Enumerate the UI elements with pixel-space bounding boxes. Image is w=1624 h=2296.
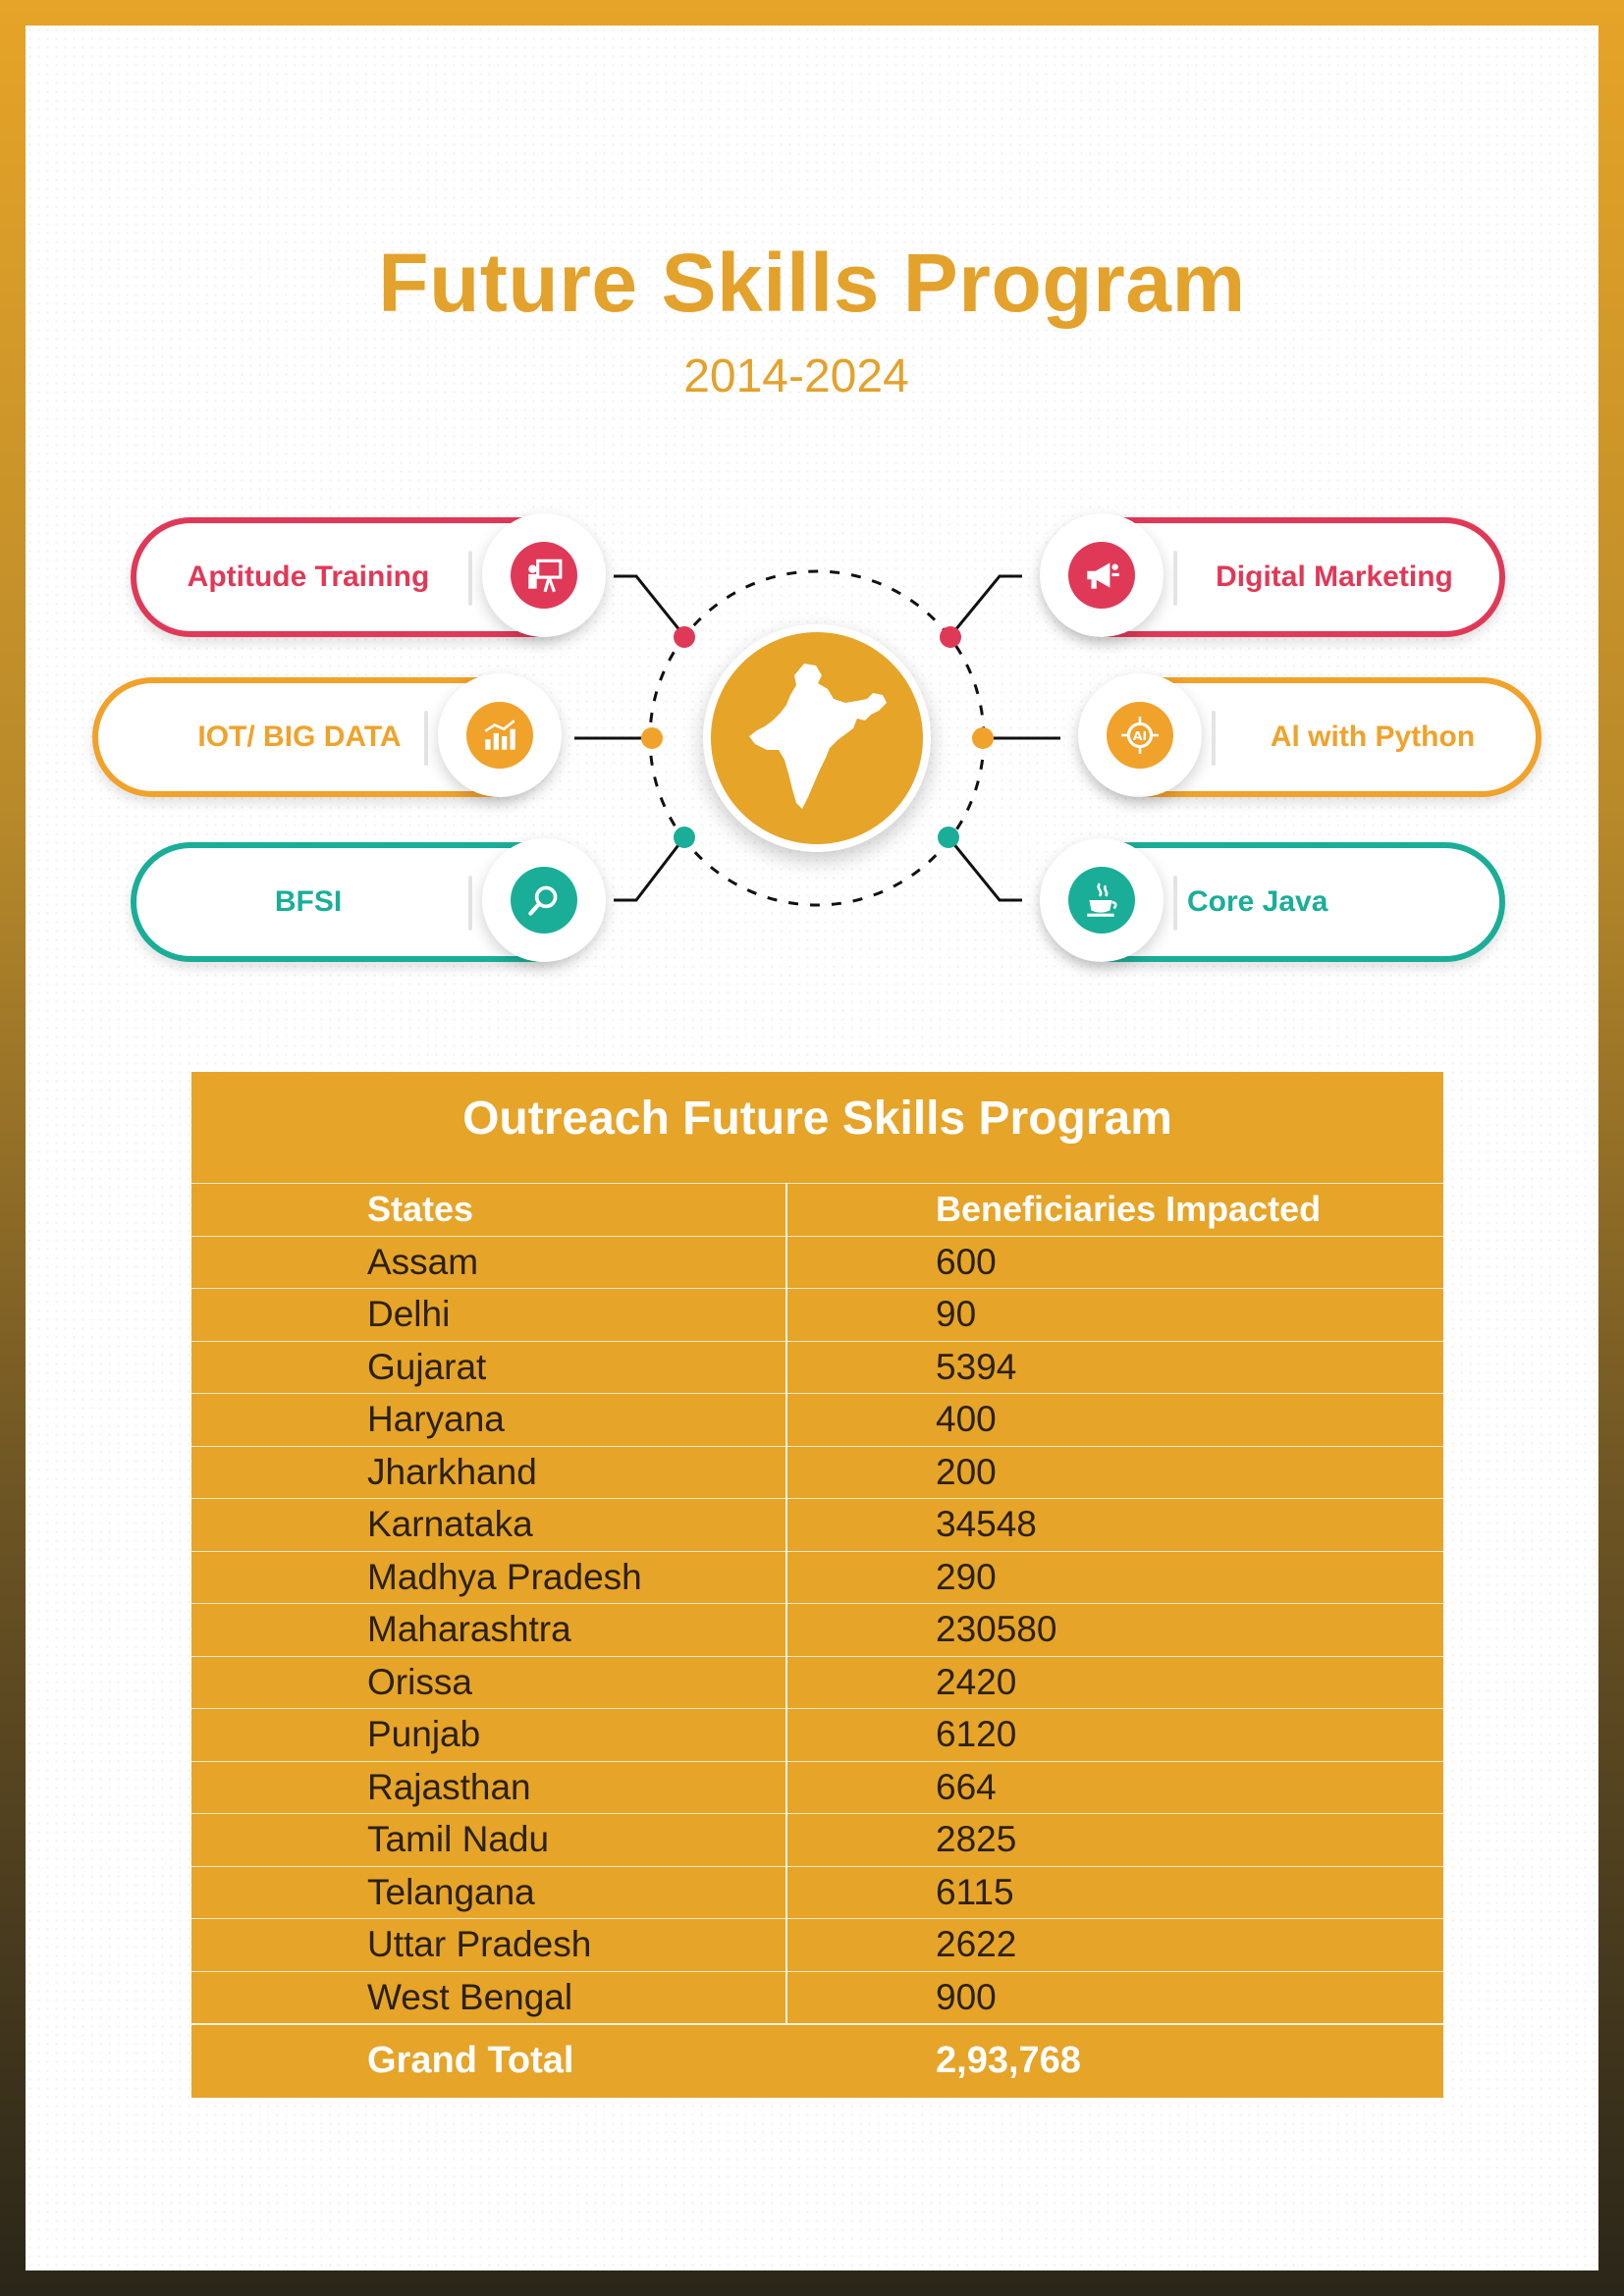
value-cell: 230580 [936, 1609, 1057, 1649]
program-pill-iot-big-data: IOT/ BIG DATA [92, 673, 562, 797]
header-states: States [367, 1189, 474, 1229]
state-cell: West Bengal [367, 1976, 573, 2017]
state-cell: Delhi [367, 1294, 451, 1334]
state-cell: Telangana [367, 1871, 535, 1912]
program-badge: AI [1078, 673, 1202, 797]
table-row: Rajasthan 664 [191, 1760, 1443, 1814]
state-cell: Gujarat [367, 1346, 487, 1387]
value-cell: 90 [936, 1294, 977, 1334]
program-pill-bfsi: BFSI [131, 838, 606, 962]
center-map-circle [703, 624, 931, 852]
value-cell: 664 [936, 1766, 997, 1807]
value-cell: 290 [936, 1556, 997, 1597]
program-badge [1040, 838, 1164, 962]
table-header-row: States Beneficiaries Impacted [191, 1183, 1443, 1236]
state-cell: Rajasthan [367, 1766, 531, 1807]
program-badge [482, 838, 606, 962]
value-cell: 2622 [936, 1924, 1017, 1964]
value-cell: 2420 [936, 1661, 1017, 1702]
program-pill-core-java: Core Java [1040, 838, 1505, 962]
ai-chip-icon: AI [1107, 702, 1173, 769]
connector-dot [641, 727, 663, 749]
program-label: Al with Python [1270, 721, 1476, 753]
connector-dot [972, 727, 994, 749]
state-cell: Uttar Pradesh [367, 1924, 592, 1964]
table-row: Punjab 6120 [191, 1708, 1443, 1761]
table-row: Telangana 6115 [191, 1865, 1443, 1919]
state-cell: Assam [367, 1241, 479, 1282]
value-cell: 5394 [936, 1346, 1017, 1387]
diagram-connectors [574, 569, 1060, 907]
table-total-row: Grand Total 2,93,768 [191, 2023, 1443, 2098]
program-badge [1040, 513, 1164, 637]
connector-dot [674, 626, 695, 648]
program-pill-aptitude-training: Aptitude Training [131, 513, 606, 637]
program-label: Aptitude Training [187, 561, 430, 593]
table-row: Maharashtra 230580 [191, 1603, 1443, 1656]
program-pill-ai-with-python: AI Al with Python [1078, 673, 1542, 797]
table-row: Haryana 400 [191, 1393, 1443, 1446]
program-badge [438, 673, 562, 797]
value-cell: 6115 [936, 1871, 1014, 1912]
value-cell: 2825 [936, 1819, 1017, 1859]
java-cup-icon [1068, 867, 1135, 934]
table-title: Outreach Future Skills Program [462, 1093, 1172, 1145]
table-row: Uttar Pradesh 2622 [191, 1918, 1443, 1971]
state-cell: Jharkhand [367, 1451, 537, 1492]
state-cell: Madhya Pradesh [367, 1556, 642, 1597]
value-cell: 6120 [936, 1714, 1017, 1754]
table-row: Assam 600 [191, 1235, 1443, 1289]
page-subtitle: 2014-2024 [683, 350, 909, 402]
program-label: Digital Marketing [1216, 561, 1453, 593]
india-map-icon [749, 664, 887, 809]
table-row: Jharkhand 200 [191, 1445, 1443, 1499]
state-cell: Karnataka [367, 1504, 533, 1544]
state-cell: Punjab [367, 1714, 481, 1754]
program-badge [482, 513, 606, 637]
header-beneficiaries: Beneficiaries Impacted [936, 1189, 1322, 1229]
connector-dot [674, 827, 695, 848]
value-cell: 34548 [936, 1504, 1037, 1544]
table-row: Tamil Nadu 2825 [191, 1813, 1443, 1866]
outreach-table: Outreach Future Skills Program States Be… [191, 1072, 1443, 2098]
svg-text:AI: AI [1133, 728, 1147, 743]
table-row: Gujarat 5394 [191, 1340, 1443, 1394]
value-cell: 200 [936, 1451, 997, 1492]
page-title: Future Skills Program [378, 237, 1246, 329]
connector-dot [940, 626, 961, 648]
program-label: Core Java [1187, 885, 1328, 918]
search-icon [511, 867, 577, 934]
table-row: Karnataka 34548 [191, 1498, 1443, 1551]
program-pill-digital-marketing: Digital Marketing [1040, 513, 1505, 637]
connector-dot [938, 827, 959, 848]
analytics-chart-icon [466, 702, 533, 769]
program-label: IOT/ BIG DATA [197, 721, 402, 753]
table-row: Orissa 2420 [191, 1655, 1443, 1709]
value-cell: 600 [936, 1241, 997, 1282]
table-row: Madhya Pradesh 290 [191, 1550, 1443, 1604]
table-row: West Bengal 900 [191, 1970, 1443, 2024]
state-cell: Haryana [367, 1399, 505, 1439]
state-cell: Tamil Nadu [367, 1819, 550, 1859]
value-cell: 400 [936, 1399, 997, 1439]
program-label: BFSI [274, 885, 343, 918]
grand-total-value: 2,93,768 [936, 2040, 1081, 2081]
grand-total-label: Grand Total [367, 2040, 574, 2081]
state-cell: Orissa [367, 1661, 472, 1702]
presentation-icon [511, 542, 577, 609]
value-cell: 900 [936, 1976, 997, 2017]
state-cell: Maharashtra [367, 1609, 571, 1649]
megaphone-icon [1068, 542, 1135, 609]
table-row: Delhi 90 [191, 1288, 1443, 1341]
